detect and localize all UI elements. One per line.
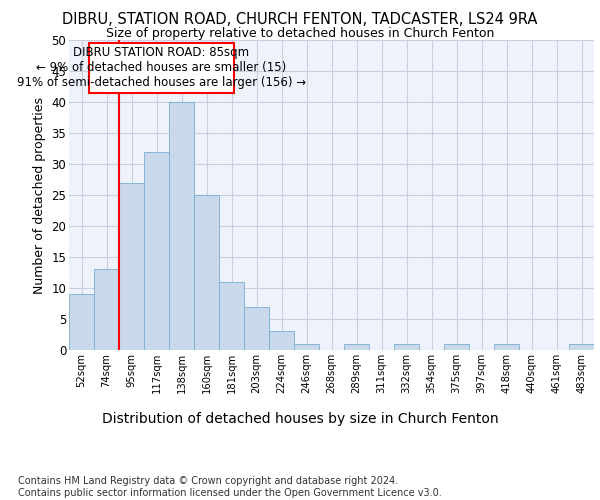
Bar [194, 195, 219, 350]
Text: DIBRU, STATION ROAD, CHURCH FENTON, TADCASTER, LS24 9RA: DIBRU, STATION ROAD, CHURCH FENTON, TADC… [62, 12, 538, 28]
Bar [144, 152, 169, 350]
Bar [169, 102, 194, 350]
Text: Contains HM Land Registry data © Crown copyright and database right 2024.
Contai: Contains HM Land Registry data © Crown c… [18, 476, 442, 498]
Bar [344, 344, 369, 350]
Bar [219, 282, 244, 350]
Bar [494, 344, 519, 350]
Bar [569, 344, 594, 350]
Bar [94, 270, 119, 350]
Text: DIBRU STATION ROAD: 85sqm
← 9% of detached houses are smaller (15)
91% of semi-d: DIBRU STATION ROAD: 85sqm ← 9% of detach… [17, 46, 306, 90]
Bar [444, 344, 469, 350]
Bar [244, 306, 269, 350]
Bar [69, 294, 94, 350]
Bar [269, 332, 294, 350]
Y-axis label: Number of detached properties: Number of detached properties [33, 96, 46, 294]
Bar [119, 182, 144, 350]
Text: Size of property relative to detached houses in Church Fenton: Size of property relative to detached ho… [106, 28, 494, 40]
Bar [294, 344, 319, 350]
FancyBboxPatch shape [89, 43, 234, 92]
Bar [394, 344, 419, 350]
Text: Distribution of detached houses by size in Church Fenton: Distribution of detached houses by size … [101, 412, 499, 426]
